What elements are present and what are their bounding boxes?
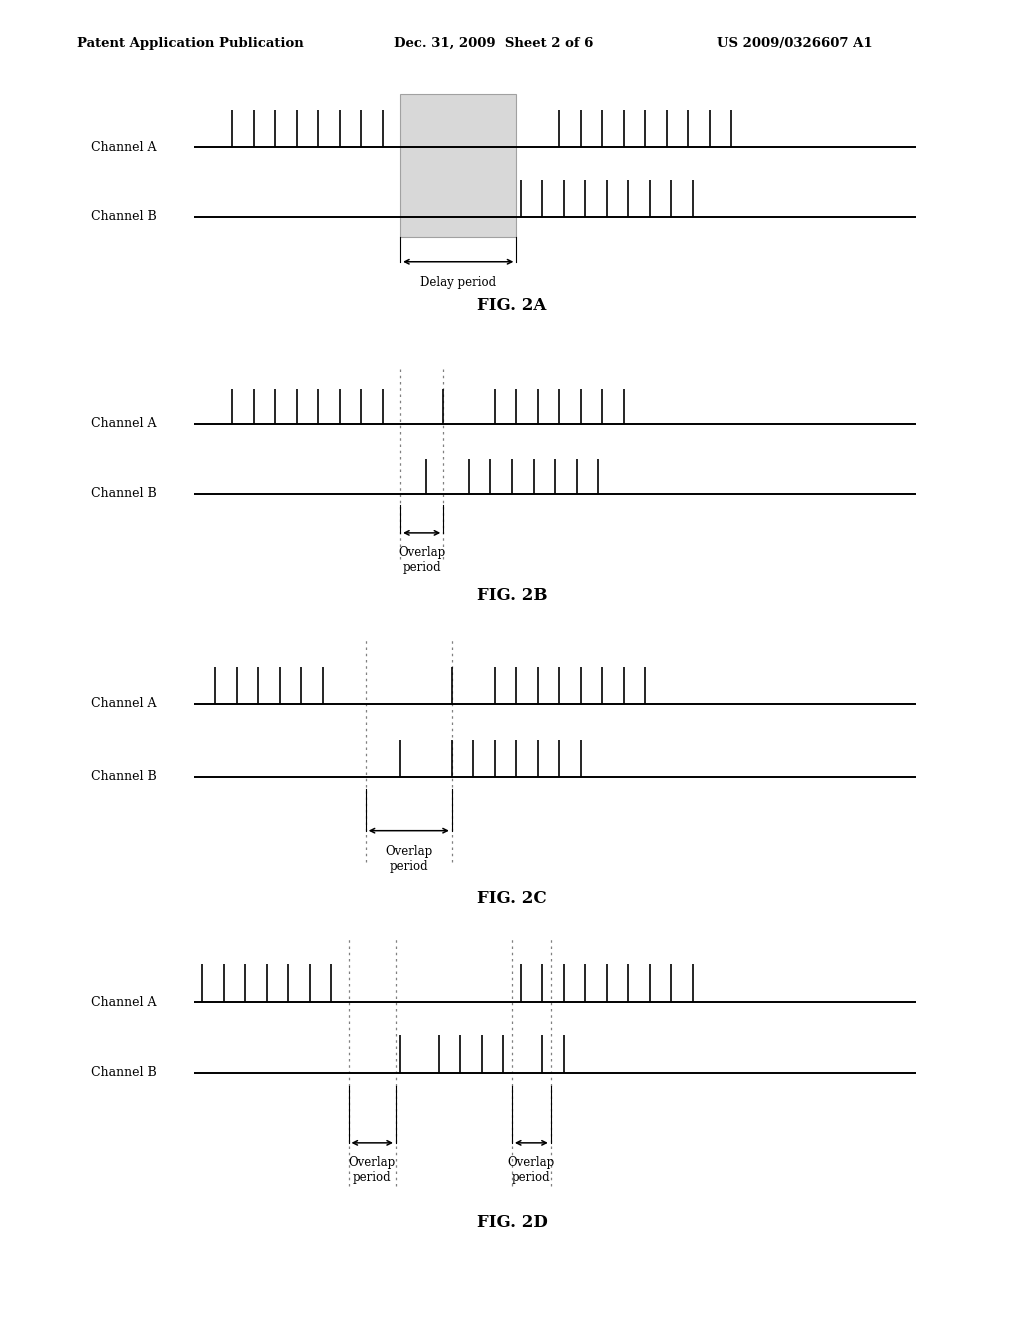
Text: Channel B: Channel B [90,210,157,223]
Text: FIG. 2C: FIG. 2C [477,890,547,907]
Text: Channel A: Channel A [90,697,156,710]
Text: FIG. 2D: FIG. 2D [476,1214,548,1232]
Text: Delay period: Delay period [420,276,497,289]
Text: Channel B: Channel B [90,771,157,784]
Text: FIG. 2A: FIG. 2A [477,297,547,314]
Text: Overlap
period: Overlap period [385,845,432,874]
Bar [400,94,516,238]
Text: Channel A: Channel A [90,141,156,153]
Text: Channel B: Channel B [90,487,157,500]
Text: US 2009/0326607 A1: US 2009/0326607 A1 [717,37,872,50]
Text: Channel B: Channel B [90,1067,157,1078]
Text: Channel A: Channel A [90,995,156,1008]
Text: Patent Application Publication: Patent Application Publication [77,37,303,50]
Text: Dec. 31, 2009  Sheet 2 of 6: Dec. 31, 2009 Sheet 2 of 6 [394,37,594,50]
Text: Channel A: Channel A [90,417,156,430]
Text: FIG. 2B: FIG. 2B [477,587,547,605]
Text: Overlap
period: Overlap period [508,1156,555,1184]
Text: Overlap
period: Overlap period [398,546,445,574]
Text: Overlap
period: Overlap period [348,1156,396,1184]
